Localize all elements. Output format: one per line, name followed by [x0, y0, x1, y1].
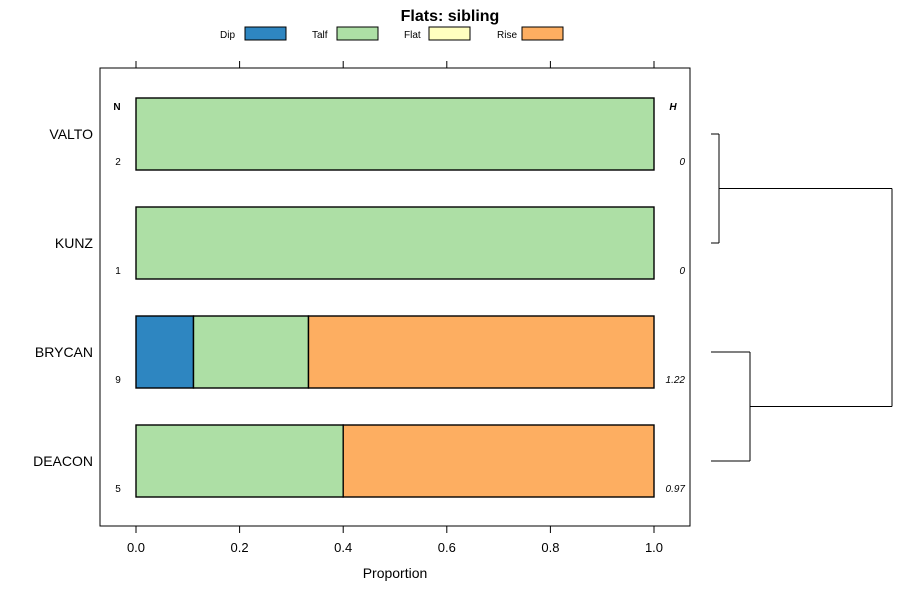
bar-segment-brycan-rise	[307, 315, 655, 389]
bar-segment-brycan-talf	[192, 315, 310, 389]
x-tick-label: 0.0	[127, 540, 145, 555]
bar-segment-deacon-talf	[135, 424, 344, 498]
plot-frame	[99, 67, 691, 527]
n-value: 9	[115, 375, 121, 386]
h-value: 1.22	[666, 375, 686, 386]
legend-swatch-flat	[428, 26, 471, 41]
category-label-brycan: BRYCAN	[35, 344, 93, 360]
n-column-header: N	[113, 102, 120, 113]
legend-swatch-rise	[521, 26, 564, 41]
bar-segment-deacon-rise	[342, 424, 655, 498]
bar-segment-valto-talf	[135, 97, 655, 171]
x-tick-label: 0.2	[231, 540, 249, 555]
row-labels: N H VALTO 2 0 KUNZ 1 0 BRYCAN 9 1.22 DEACON 5 0.97	[33, 102, 685, 495]
category-label-kunz: KUNZ	[55, 235, 94, 251]
x-tick-label: 0.4	[334, 540, 352, 555]
bars	[135, 97, 655, 498]
h-value: 0	[679, 157, 685, 168]
h-value: 0	[679, 266, 685, 277]
legend-label-talf: Talf	[312, 30, 328, 41]
h-column-header: H	[669, 102, 677, 113]
n-value: 2	[115, 157, 121, 168]
legend-swatch-dip	[244, 26, 287, 41]
dendrogram	[711, 133, 893, 462]
bar-segment-kunz-talf	[135, 206, 655, 280]
n-value: 1	[115, 266, 121, 277]
category-label-valto: VALTO	[49, 126, 93, 142]
x-tick-label: 0.6	[438, 540, 456, 555]
h-value: 0.97	[666, 484, 686, 495]
x-tick-label: 0.8	[541, 540, 559, 555]
x-tick-label: 1.0	[645, 540, 663, 555]
x-axis-label: Proportion	[363, 565, 428, 581]
chart-title: Flats: sibling	[401, 8, 500, 25]
category-label-deacon: DEACON	[33, 453, 93, 469]
legend-label-dip: Dip	[220, 30, 235, 41]
legend-label-flat: Flat	[404, 30, 421, 41]
legend-swatch-talf	[336, 26, 379, 41]
bar-segment-brycan-dip	[135, 315, 195, 389]
legend-label-rise: Rise	[497, 30, 517, 41]
legend: Dip Talf Flat Rise	[220, 26, 564, 41]
x-axis: 0.0 0.2 0.4 0.6 0.8 1.0	[127, 61, 663, 555]
n-value: 5	[115, 484, 121, 495]
